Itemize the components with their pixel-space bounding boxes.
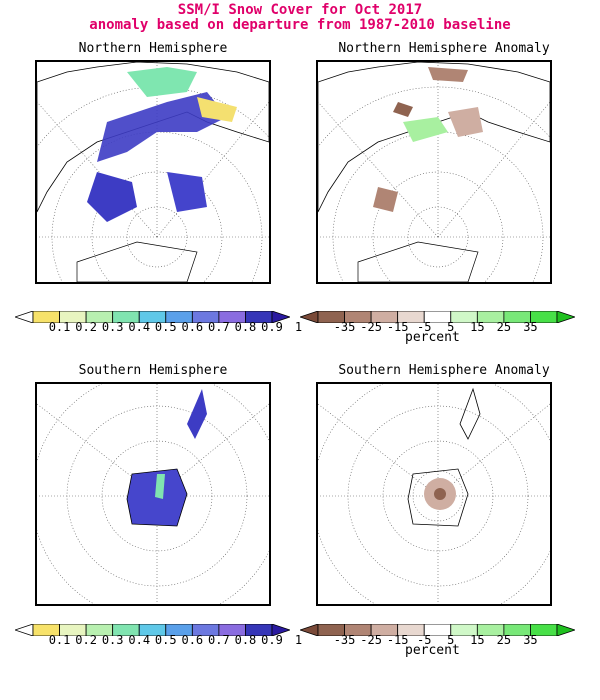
anomaly-colorbar-tick-label: 35 bbox=[523, 320, 538, 334]
cover-colorbar-tick-label: 0.9 bbox=[261, 320, 283, 334]
figure-title-line1: SSM/I Snow Cover for Oct 2017 bbox=[177, 2, 423, 18]
cover-colorbar-swatches bbox=[13, 310, 292, 324]
anomaly-colorbar-bottom-tick-label: 5 bbox=[447, 633, 455, 647]
cover-colorbar-bottom-tick-label: 0.3 bbox=[101, 633, 124, 647]
anomaly-colorbar-tick-label: 5 bbox=[447, 320, 455, 334]
anomaly-colorbar-bottom-swatches bbox=[298, 623, 577, 637]
anomaly-colorbar-tick-label: -5 bbox=[416, 320, 432, 334]
cover-colorbar-bottom-swatch-high bbox=[271, 623, 292, 637]
sh-panel-title: Southern Hemisphere bbox=[78, 363, 228, 378]
cover-colorbar-bottom-tick-label: 0.2 bbox=[75, 633, 97, 647]
cover-colorbar-tick-label: 1 bbox=[294, 320, 303, 334]
nh-anomaly-map bbox=[316, 60, 552, 284]
sh-anomaly-panel-title: Southern Hemisphere Anomaly bbox=[338, 363, 550, 378]
nh-anomaly-panel-title: Northern Hemisphere Anomaly bbox=[338, 41, 550, 56]
anomaly-colorbar bbox=[298, 308, 577, 324]
anomaly-colorbar-bottom-swatch-high bbox=[556, 623, 577, 637]
nh-snow-map bbox=[35, 60, 271, 284]
cover-colorbar-tick-label: 0.3 bbox=[101, 320, 124, 334]
anomaly-colorbar-bottom bbox=[298, 621, 577, 637]
nh-map-graphic bbox=[37, 62, 269, 282]
sh-anomaly-map-graphic bbox=[318, 384, 550, 604]
cover-colorbar-tick-label: 0.1 bbox=[48, 320, 71, 334]
cover-colorbar-bottom-tick-label: 0.7 bbox=[208, 633, 230, 647]
anomaly-colorbar-bottom-tick-label: -25 bbox=[360, 633, 382, 647]
cover-colorbar-tick-label: 0.4 bbox=[128, 320, 151, 334]
cover-colorbar-bottom-swatches bbox=[13, 623, 292, 637]
anomaly-colorbar-bottom-labels: -35 -25 -15 -5 5 15 25 35 bbox=[300, 633, 575, 647]
anomaly-colorbar-bottom-tick-label: 35 bbox=[523, 633, 538, 647]
cover-colorbar-bottom-tick-label: 0.5 bbox=[154, 633, 177, 647]
anomaly-colorbar-swatch-high bbox=[556, 310, 577, 324]
nh-panel-title: Northern Hemisphere bbox=[78, 41, 228, 56]
cover-colorbar-tick-label: 0.6 bbox=[181, 320, 204, 334]
anomaly-colorbar-bottom-tick-label: 25 bbox=[496, 633, 512, 647]
sh-map-graphic bbox=[37, 384, 269, 604]
cover-colorbar-bottom-tick-label: 0.1 bbox=[48, 633, 71, 647]
anomaly-colorbar-tick-label: -35 bbox=[333, 320, 356, 334]
cover-colorbar-tick-label: 0.7 bbox=[208, 320, 230, 334]
cover-colorbar-swatch-high bbox=[271, 310, 292, 324]
anomaly-colorbar-bottom-tick-label: -5 bbox=[416, 633, 432, 647]
anomaly-colorbar-bottom-tick-label: -15 bbox=[386, 633, 409, 647]
cover-colorbar-tick-label: 0.2 bbox=[75, 320, 97, 334]
cover-colorbar-bottom-tick-label: 0.9 bbox=[261, 633, 283, 647]
anomaly-colorbar-tick-label: -15 bbox=[386, 320, 409, 334]
sh-snow-map bbox=[35, 382, 271, 606]
cover-colorbar-tick-label: 0.8 bbox=[234, 320, 257, 334]
cover-colorbar-bottom-tick-label: 0.8 bbox=[234, 633, 257, 647]
anomaly-colorbar-labels: -35 -25 -15 -5 5 15 25 35 bbox=[300, 320, 575, 334]
anomaly-unit-label-bottom: percent bbox=[405, 643, 460, 658]
nh-anomaly-map-graphic bbox=[318, 62, 550, 282]
cover-colorbar-bottom-tick-label: 0.4 bbox=[128, 633, 151, 647]
cover-colorbar-tick-label: 0.5 bbox=[154, 320, 177, 334]
anomaly-colorbar-tick-label: -25 bbox=[360, 320, 382, 334]
cover-colorbar bbox=[13, 308, 292, 324]
sh-anomaly-map bbox=[316, 382, 552, 606]
anomaly-unit-label: percent bbox=[405, 330, 460, 345]
anomaly-colorbar-bottom-tick-label: 15 bbox=[470, 633, 485, 647]
cover-colorbar-bottom bbox=[13, 621, 292, 637]
anomaly-colorbar-tick-label: 15 bbox=[470, 320, 485, 334]
anomaly-colorbar-swatches bbox=[298, 310, 577, 324]
cover-colorbar-bottom-tick-label: 0.6 bbox=[181, 633, 204, 647]
anomaly-colorbar-tick-label: 25 bbox=[496, 320, 512, 334]
figure-title-line2: anomaly based on departure from 1987-201… bbox=[89, 17, 511, 33]
anomaly-colorbar-bottom-tick-label: -35 bbox=[333, 633, 356, 647]
cover-colorbar-labels: 0.1 0.2 0.3 0.4 0.5 0.6 0.7 0.8 0.9 1 bbox=[15, 320, 302, 334]
cover-colorbar-bottom-tick-label: 1 bbox=[294, 633, 303, 647]
cover-colorbar-bottom-labels: 0.1 0.2 0.3 0.4 0.5 0.6 0.7 0.8 0.9 1 bbox=[15, 633, 302, 647]
